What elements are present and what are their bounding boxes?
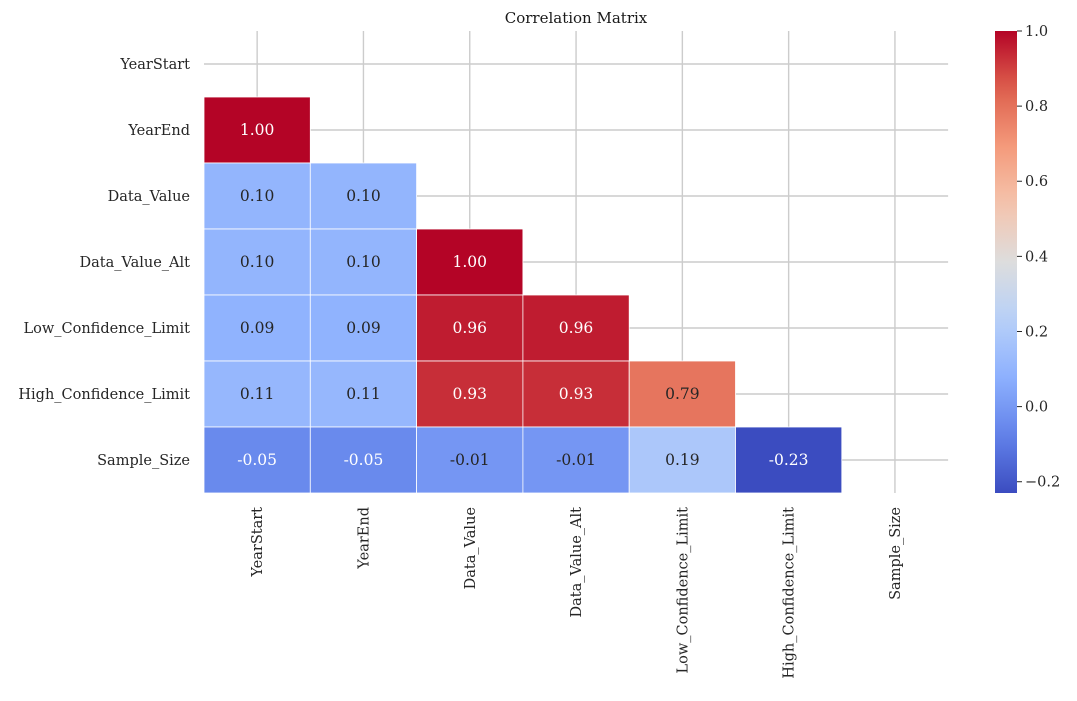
heatmap-cell <box>203 426 311 494</box>
x-tick-label: Data_Value <box>463 507 479 589</box>
heatmap-cell <box>628 426 736 494</box>
heatmap-cell <box>309 162 417 230</box>
heatmap-cell <box>309 294 417 362</box>
x-tick-label: Sample_Size <box>888 507 904 600</box>
cell-value-label: 0.09 <box>346 319 381 337</box>
x-tick-label: Low_Confidence_Limit <box>675 507 691 674</box>
colorbar-tick-label: −0.2 <box>1025 475 1060 491</box>
cell-value-label: 0.11 <box>240 385 275 403</box>
heatmap-cell <box>309 426 417 494</box>
x-tick-label: YearStart <box>250 507 266 578</box>
heatmap-cell <box>309 228 417 296</box>
y-tick-label: Sample_Size <box>97 453 190 469</box>
colorbar-tick-label: 1.0 <box>1025 24 1048 40</box>
cell-value-label: -0.23 <box>769 451 809 469</box>
cell-value-labels: 1.00 0.10 0.10 0.10 0.10 1.00 0.09 0.09 0.96 0.96… <box>237 121 808 469</box>
heatmap-cell <box>416 294 524 362</box>
heatmap-cell <box>203 294 311 362</box>
heatmap-cell <box>203 360 311 428</box>
heatmap-cell <box>416 426 524 494</box>
cell-value-label: -0.05 <box>237 451 277 469</box>
colorbar: −0.2 0.0 0.2 0.4 0.6 0.8 1.0 <box>995 24 1060 493</box>
heatmap-cells <box>203 96 843 494</box>
x-tick-label: High_Confidence_Limit <box>782 507 798 679</box>
cell-value-label: -0.01 <box>450 451 490 469</box>
cell-value-label: 0.10 <box>346 187 381 205</box>
x-tick-labels: YearStart YearEnd Data_Value Data_Value_Alt… <box>250 507 904 679</box>
cell-value-label: 0.93 <box>559 385 594 403</box>
cell-value-label: 1.00 <box>452 253 487 271</box>
cell-value-label: -0.01 <box>556 451 596 469</box>
colorbar-tick-label: 0.8 <box>1025 99 1048 115</box>
chart-title: Correlation Matrix <box>505 9 648 27</box>
y-tick-label: Data_Value <box>108 189 190 205</box>
heatmap-cell <box>522 426 630 494</box>
heatmap-cell <box>203 96 311 164</box>
cell-value-label: 0.96 <box>452 319 487 337</box>
heatmap-cell <box>735 426 843 494</box>
y-tick-label: YearEnd <box>127 123 190 139</box>
colorbar-tick-label: 0.2 <box>1025 324 1048 340</box>
cell-value-label: 0.11 <box>346 385 381 403</box>
x-tick-label: YearEnd <box>356 507 372 570</box>
cell-value-label: 0.19 <box>665 451 700 469</box>
colorbar-gradient <box>995 31 1017 493</box>
y-tick-label: YearStart <box>119 57 190 73</box>
y-tick-label: Data_Value_Alt <box>79 255 190 271</box>
heatmap-cell <box>309 360 417 428</box>
cell-value-label: 0.10 <box>240 253 275 271</box>
cell-value-label: 0.93 <box>452 385 487 403</box>
cell-value-label: 0.10 <box>346 253 381 271</box>
heatmap-cell <box>522 294 630 362</box>
cell-value-label: 0.09 <box>240 319 275 337</box>
cell-value-label: -0.05 <box>344 451 384 469</box>
colorbar-tick-label: 0.0 <box>1025 400 1048 416</box>
cell-value-label: 0.96 <box>559 319 594 337</box>
colorbar-tick-label: 0.6 <box>1025 174 1048 190</box>
cell-value-label: 0.10 <box>240 187 275 205</box>
cell-value-label: 0.79 <box>665 385 700 403</box>
y-tick-label: High_Confidence_Limit <box>18 387 190 403</box>
cell-value-label: 1.00 <box>240 121 275 139</box>
heatmap-cell <box>416 228 524 296</box>
y-tick-labels: YearStart YearEnd Data_Value Data_Value_Alt… <box>18 57 190 469</box>
y-tick-label: Low_Confidence_Limit <box>24 321 191 337</box>
heatmap-cell <box>628 360 736 428</box>
x-tick-label: Data_Value_Alt <box>569 507 585 618</box>
colorbar-tick-label: 0.4 <box>1025 249 1048 265</box>
